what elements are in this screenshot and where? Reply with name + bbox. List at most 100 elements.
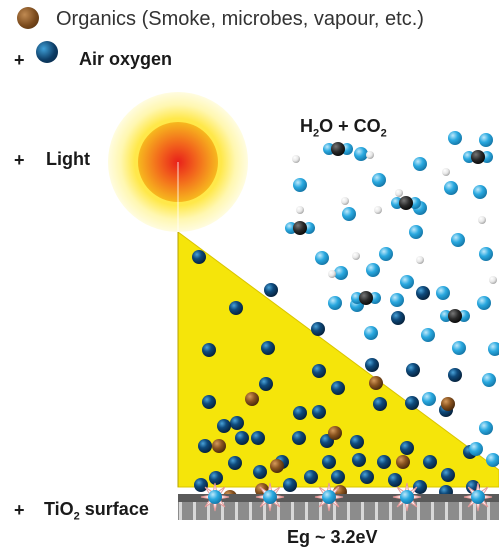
organics-legend-icon bbox=[17, 7, 39, 29]
surface-label: TiO2 surface bbox=[44, 499, 149, 523]
oxygen-molecule bbox=[283, 478, 297, 492]
products-o-plus-c: O + CO bbox=[319, 116, 381, 136]
oxygen-molecule bbox=[352, 453, 366, 467]
water-molecule bbox=[354, 147, 368, 161]
oxygen-legend-label: Air oxygen bbox=[79, 49, 173, 69]
water-molecule bbox=[390, 293, 404, 307]
organic-molecule bbox=[245, 392, 259, 406]
reacting-molecule bbox=[400, 490, 414, 504]
hydrogen-atom bbox=[328, 270, 336, 278]
co2-carbon bbox=[359, 291, 373, 305]
water-molecule bbox=[488, 342, 499, 356]
oxygen-molecule bbox=[253, 465, 267, 479]
co2-carbon bbox=[293, 221, 307, 235]
oxygen-molecule bbox=[400, 441, 414, 455]
water-molecule bbox=[400, 275, 414, 289]
oxygen-molecule bbox=[405, 396, 419, 410]
oxygen-molecule bbox=[230, 416, 244, 430]
oxygen-molecule bbox=[391, 311, 405, 325]
oxygen-molecule bbox=[360, 470, 374, 484]
spark-layer bbox=[200, 482, 493, 512]
oxygen-molecule bbox=[264, 283, 278, 297]
organic-molecule bbox=[328, 426, 342, 440]
products-sub2: 2 bbox=[380, 127, 387, 140]
hydrogen-atom bbox=[395, 189, 403, 197]
hydrogen-atom bbox=[442, 168, 450, 176]
oxygen-molecule bbox=[312, 364, 326, 378]
water-molecule bbox=[479, 421, 493, 435]
oxygen-molecule bbox=[312, 405, 326, 419]
oxygen-molecule bbox=[406, 363, 420, 377]
water-molecule bbox=[422, 392, 436, 406]
hydrogen-atom bbox=[352, 252, 360, 260]
oxygen-molecule bbox=[448, 368, 462, 382]
oxygen-legend-icon bbox=[36, 41, 58, 63]
organic-molecule bbox=[270, 459, 284, 473]
oxygen-molecule bbox=[423, 455, 437, 469]
oxygen-molecule bbox=[304, 470, 318, 484]
water-molecule bbox=[413, 157, 427, 171]
oxygen-molecule bbox=[198, 439, 212, 453]
organic-molecule bbox=[441, 397, 455, 411]
bandgap-label: Eg ~ 3.2eV bbox=[287, 527, 378, 547]
water-molecule bbox=[328, 296, 342, 310]
oxygen-molecule bbox=[311, 322, 325, 336]
reacting-molecule bbox=[208, 490, 222, 504]
water-molecule bbox=[315, 251, 329, 265]
oxygen-molecule bbox=[413, 480, 427, 494]
hydrogen-atom bbox=[366, 151, 374, 159]
oxygen-molecule bbox=[292, 431, 306, 445]
water-molecule bbox=[452, 341, 466, 355]
surface-tio: TiO bbox=[44, 499, 74, 519]
oxygen-molecule bbox=[331, 470, 345, 484]
reacting-molecule bbox=[471, 490, 485, 504]
hydrogen-atom bbox=[374, 206, 382, 214]
oxygen-molecule bbox=[251, 431, 265, 445]
organic-molecule bbox=[369, 376, 383, 390]
oxygen-molecule bbox=[388, 473, 402, 487]
oxygen-molecule bbox=[229, 301, 243, 315]
oxygen-molecule bbox=[259, 377, 273, 391]
oxygen-molecule bbox=[322, 455, 336, 469]
reacting-molecule bbox=[263, 490, 277, 504]
hydrogen-atom bbox=[478, 216, 486, 224]
oxygen-molecule bbox=[373, 397, 387, 411]
hydrogen-atom bbox=[296, 206, 304, 214]
hydrogen-atom bbox=[292, 155, 300, 163]
water-molecule bbox=[479, 133, 493, 147]
water-molecule bbox=[372, 173, 386, 187]
oxygen-molecule bbox=[441, 468, 455, 482]
oxygen-molecule bbox=[331, 381, 345, 395]
oxygen-molecule bbox=[293, 406, 307, 420]
oxygen-molecule bbox=[377, 455, 391, 469]
organic-molecule bbox=[396, 455, 410, 469]
hydrogen-atom bbox=[341, 197, 349, 205]
co2-carbon bbox=[331, 142, 345, 156]
water-molecule bbox=[366, 263, 380, 277]
oxygen-molecule bbox=[209, 471, 223, 485]
water-molecule bbox=[421, 328, 435, 342]
water-molecule bbox=[448, 131, 462, 145]
surface-plus-sign: + bbox=[14, 500, 25, 520]
oxygen-molecule bbox=[350, 435, 364, 449]
co2-carbon bbox=[399, 196, 413, 210]
oxygen-molecule bbox=[202, 395, 216, 409]
light-plus-sign: + bbox=[14, 150, 25, 170]
oxygen-molecule bbox=[202, 343, 216, 357]
oxygen-molecule bbox=[217, 419, 231, 433]
hydrogen-atom bbox=[416, 256, 424, 264]
oxygen-molecule bbox=[192, 250, 206, 264]
water-molecule bbox=[379, 247, 393, 261]
tio2-surface-body bbox=[178, 502, 499, 520]
oxygen-molecule bbox=[416, 286, 430, 300]
water-molecule bbox=[444, 181, 458, 195]
oxygen-molecule bbox=[228, 456, 242, 470]
oxygen-molecule bbox=[365, 358, 379, 372]
water-molecule bbox=[342, 207, 356, 221]
water-molecule bbox=[469, 442, 483, 456]
water-molecule bbox=[334, 266, 348, 280]
oxygen-plus-sign: + bbox=[14, 50, 25, 70]
co2-carbon bbox=[471, 150, 485, 164]
